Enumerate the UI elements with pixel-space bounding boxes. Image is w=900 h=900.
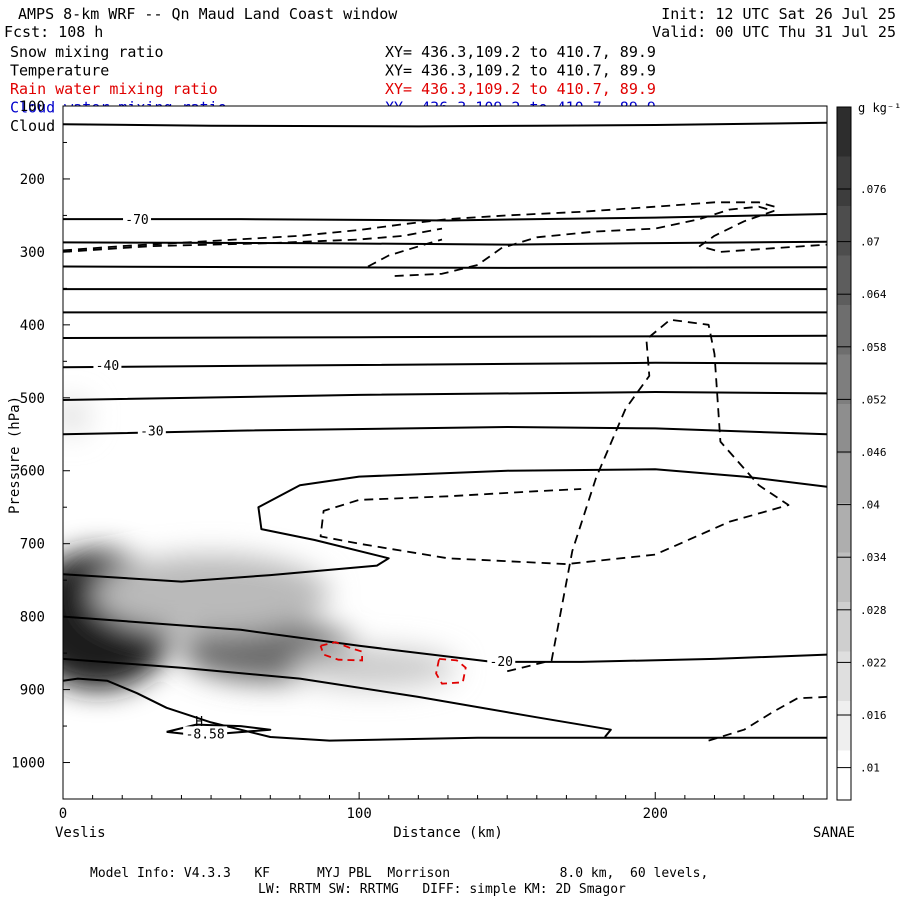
plot-frame (62, 105, 828, 800)
temperature-contour (63, 240, 827, 246)
field-xy: XY= 436.3,109.2 to 410.7, 89.9 (385, 43, 656, 61)
y-tick-label: 1000 (11, 756, 45, 772)
y-tick-label: 800 (20, 610, 45, 626)
contour-label: -40 (96, 359, 119, 374)
plot-area: -70 -40 -30 -20 -8.58H (63, 106, 827, 799)
colorbar-tick-label: .046 (860, 446, 887, 459)
contour-label: -8.58 (186, 727, 225, 742)
cloud-ice-contours (63, 201, 827, 742)
contour-label-bg (93, 357, 122, 372)
colorbar-tick-label: .01 (860, 762, 880, 775)
temperature-contour (63, 391, 827, 401)
y-tick-label: 400 (20, 318, 45, 334)
x-tick-label: 200 (643, 806, 668, 822)
contour-labels: -70 -40 -30 -20 -8.58H (93, 212, 516, 742)
x-tick-label: 100 (346, 806, 371, 822)
colorbar-tick-label: .016 (860, 709, 887, 722)
field-name: Temperature (10, 62, 109, 80)
colorbar-step (837, 404, 851, 454)
field-name: Snow mixing ratio (10, 43, 164, 61)
colorbar-step (837, 602, 851, 652)
colorbar-tick-label: .076 (860, 183, 887, 196)
y-axis-label: Pressure (hPa) (7, 396, 23, 514)
rain-contour (435, 658, 467, 685)
colorbar-step (837, 701, 851, 751)
colorbar-tick-label: .058 (860, 341, 887, 354)
temperature-contour (63, 361, 827, 369)
colorbar-step (837, 156, 851, 207)
x-axis-label: Distance (km) (393, 825, 503, 841)
valid-time: Valid: 00 UTC Thu 31 Jul 25 (652, 23, 896, 41)
y-axis: 100 200 300 400 500 600 700 800 900 1000 (11, 99, 70, 800)
temperature-contour (63, 677, 827, 742)
temperature-contour (63, 213, 827, 222)
contour-label: -30 (140, 425, 163, 440)
colorbar-step (837, 305, 851, 355)
model-info-line2: LW: RRTM SW: RRTMG DIFF: simple KM: 2D S… (258, 882, 626, 897)
colorbar-tick-label: .028 (860, 604, 887, 617)
colorbar-step (837, 750, 851, 801)
colorbar-step (837, 255, 851, 306)
colorbar-tick-label: .034 (860, 551, 887, 564)
cloud-ice-contour (319, 318, 790, 673)
x-tick-label: 0 (59, 806, 67, 822)
temperature-contour (63, 426, 827, 436)
colorbar-unit: g kg⁻¹ (858, 101, 900, 115)
snow-shade-blob (291, 647, 457, 689)
y-tick-label: 600 (20, 464, 45, 480)
y-tick-label: 900 (20, 683, 45, 699)
colorbar-tick-label: .052 (860, 393, 887, 406)
cloud-ice-contour (394, 205, 827, 277)
figure-title: AMPS 8-km WRF -- Qn Maud Land Coast wind… (18, 5, 398, 23)
right-endpoint: SANAE (813, 825, 855, 841)
contour-label-bg (123, 212, 152, 227)
colorbar-tick-label: .064 (860, 288, 887, 301)
temperature-contour (63, 657, 612, 738)
forecast-hour: Fcst: 108 h (4, 23, 103, 41)
snow-shade-blob (63, 397, 90, 435)
colorbar-step (837, 552, 851, 603)
temperature-contour (63, 265, 827, 269)
contour-label-bg (487, 654, 516, 669)
colorbar-step (837, 651, 851, 702)
temperature-contour (63, 121, 827, 128)
left-endpoint: Veslis (55, 825, 106, 841)
contour-label: -20 (490, 655, 513, 670)
colorbar-tick-label: .022 (860, 656, 887, 669)
rain-contours (319, 641, 467, 685)
model-info-line1: Model Info: V4.3.3 KF MYJ PBL Morrison 8… (90, 866, 708, 881)
colorbar-tick-label: .07 (860, 236, 880, 249)
y-tick-label: 100 (20, 99, 45, 115)
cloud-ice-contour (63, 201, 780, 252)
field-xy: XY= 436.3,109.2 to 410.7, 89.9 (385, 62, 656, 80)
y-tick-label: 700 (20, 537, 45, 553)
y-tick-label: 300 (20, 245, 45, 261)
colorbar-step (837, 354, 851, 405)
x-axis: 0 100 200 (59, 792, 804, 822)
colorbar-step (837, 107, 851, 157)
cloud-ice-contour (63, 227, 443, 253)
colorbar-frame (836, 106, 852, 801)
contour-label-bg (137, 423, 166, 438)
colorbar-step (837, 503, 851, 553)
field-name: Rain water mixing ratio (10, 80, 218, 98)
colorbar-step (837, 453, 851, 504)
colorbar: .076 .07 .064 .058 .052 .046 .04 .034 .028 .022 .0… (836, 106, 887, 801)
high-marker: H (195, 715, 203, 730)
y-tick-label: 200 (20, 172, 45, 188)
rain-contour (319, 641, 364, 662)
contour-label: -70 (125, 213, 148, 228)
temperature-contour (63, 468, 827, 583)
field-xy: XY= 436.3,109.2 to 410.7, 89.9 (385, 80, 656, 98)
colorbar-tick-label: .04 (860, 499, 880, 512)
init-time: Init: 12 UTC Sat 26 Jul 25 (661, 5, 896, 23)
y-tick-label: 500 (20, 391, 45, 407)
colorbar-step (837, 206, 851, 256)
snow-shade-blob (92, 554, 330, 635)
cloud-ice-contour (708, 696, 827, 742)
contour-label-bg (183, 726, 228, 741)
snow-shading (63, 397, 457, 690)
